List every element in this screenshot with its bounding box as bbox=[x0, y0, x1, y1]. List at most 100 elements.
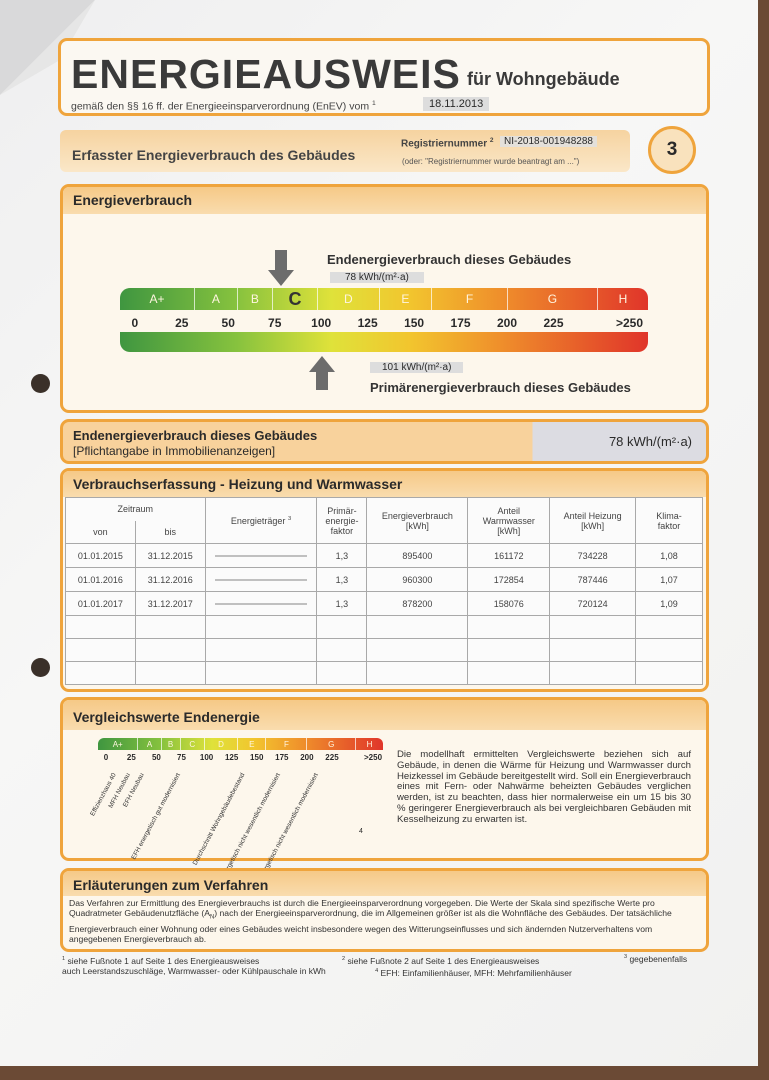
table-cell bbox=[549, 615, 636, 639]
comparison-title: Vergleichswerte Endenergie bbox=[63, 700, 706, 730]
table-cell bbox=[549, 638, 636, 662]
records-title: Verbrauchserfassung - Heizung und Warmwa… bbox=[63, 471, 706, 497]
table-cell: 878200 bbox=[366, 591, 469, 616]
table-cell bbox=[65, 615, 136, 639]
footnote-mark: 1 bbox=[371, 100, 376, 107]
table-cell: 01.01.2016 bbox=[65, 567, 136, 592]
table-row bbox=[65, 615, 703, 639]
date: 18.11.2013 bbox=[423, 97, 490, 111]
consumption-title: Energieverbrauch bbox=[63, 187, 706, 214]
primary-label: Primärenergieverbrauch dieses Gebäudes bbox=[370, 380, 631, 395]
scale-tick: 125 bbox=[224, 753, 239, 762]
energy-class: C bbox=[273, 288, 318, 310]
scale-tick: 200 bbox=[497, 316, 518, 330]
explanation-title: Erläuterungen zum Verfahren bbox=[63, 871, 706, 896]
footnote-mark: 4 bbox=[375, 967, 379, 974]
scale-tick: 150 bbox=[250, 753, 264, 762]
footnote-text: EFH: Einfamilienhäuser, MFH: Mehrfamilie… bbox=[380, 967, 572, 978]
energy-class: D bbox=[205, 738, 239, 750]
table-cell bbox=[366, 661, 469, 685]
scale-tick: >250 bbox=[616, 316, 644, 330]
table-row bbox=[65, 661, 703, 685]
header-cell: Primär-energie-faktor bbox=[316, 497, 368, 544]
final-label: Endenergieverbrauch dieses Gebäudes bbox=[327, 252, 572, 267]
scale-tick: 100 bbox=[311, 316, 332, 330]
footnote: 1 siehe Fußnote 1 auf Seite 1 des Energi… bbox=[62, 954, 326, 976]
mandatory-value: 78 kWh/(m²·a) bbox=[608, 434, 692, 449]
basis-text: gemäß den §§ 16 ff. der Energieeinsparve… bbox=[71, 100, 370, 113]
table-cell: 960300 bbox=[366, 567, 469, 592]
scale-tick: 175 bbox=[275, 753, 289, 762]
energy-class: F bbox=[266, 738, 308, 750]
registration-note: (oder: "Registriernummer wurde beantragt… bbox=[402, 157, 580, 166]
table-cell: 31.12.2015 bbox=[134, 543, 206, 568]
final-arrow bbox=[268, 250, 294, 286]
header-cell: Anteil Heizung [kWh] bbox=[549, 497, 636, 544]
table-cell bbox=[204, 543, 318, 568]
punch-hole bbox=[31, 374, 50, 393]
energy-class: B bbox=[162, 738, 181, 750]
illegible-text bbox=[215, 578, 308, 581]
scale-ticks: 0 25 50 75 100 125 150 175 200 225 >250 bbox=[98, 753, 383, 763]
header-box: ENERGIEAUSWEIS für Wohngebäude gemäß den… bbox=[58, 38, 710, 116]
header-cell: Anteil Warmwasser [kWh] bbox=[467, 497, 551, 544]
color-scale bbox=[120, 332, 648, 352]
table-cell bbox=[134, 638, 206, 662]
table-cell: 158076 bbox=[467, 591, 551, 616]
table-cell: 172854 bbox=[467, 567, 551, 592]
header-cell: Klima-faktor bbox=[635, 497, 703, 544]
table-cell bbox=[65, 661, 136, 685]
table-cell bbox=[316, 661, 368, 685]
scale-tick: 25 bbox=[175, 316, 189, 330]
table-row: 01.01.2016 31.12.2016 1,3 960300 172854 78744… bbox=[65, 567, 703, 592]
table-cell: 1,08 bbox=[635, 543, 703, 568]
table-cell bbox=[366, 638, 469, 662]
table-cell: 01.01.2017 bbox=[65, 591, 136, 616]
mandatory-note: [Pflichtangabe in Immobilienanzeigen] bbox=[73, 444, 276, 458]
table-cell: 787446 bbox=[549, 567, 636, 592]
table-cell bbox=[134, 661, 206, 685]
table-cell bbox=[316, 615, 368, 639]
footnote-mark: 3 bbox=[287, 515, 292, 522]
table-cell bbox=[204, 661, 318, 685]
mandatory-box: Endenergieverbrauch dieses Gebäudes [Pfl… bbox=[60, 419, 709, 464]
scale-tick: 0 bbox=[103, 753, 109, 762]
energy-class: G bbox=[508, 288, 598, 310]
subscript: N bbox=[209, 915, 215, 922]
energy-class: A bbox=[138, 738, 162, 750]
header-cell: Energieverbrauch [kWh] bbox=[366, 497, 469, 544]
comparison-box: Vergleichswerte Endenergie Die modellhaf… bbox=[60, 697, 709, 861]
table-cell: 31.12.2017 bbox=[134, 591, 206, 616]
registration-number: NI-2018-001948288 bbox=[500, 136, 597, 147]
table-cell: 1,3 bbox=[316, 543, 368, 568]
scale-tick: 75 bbox=[177, 753, 186, 762]
energy-class: A+ bbox=[120, 288, 195, 310]
table-cell: 1,3 bbox=[316, 567, 368, 592]
footnote: 2 siehe Fußnote 2 auf Seite 1 des Energi… bbox=[342, 954, 572, 978]
header-text: Energieträger bbox=[230, 515, 286, 526]
table-cell bbox=[467, 661, 551, 685]
scale-tick: 225 bbox=[543, 316, 564, 330]
table-cell: 1,09 bbox=[635, 591, 703, 616]
header-cell: bis bbox=[134, 520, 206, 544]
text: ) nach der Energieeinsparverordnung, die… bbox=[69, 908, 672, 944]
subtitle: für Wohngebäude bbox=[467, 69, 620, 89]
scale-tick: >250 bbox=[364, 753, 383, 762]
table-cell bbox=[204, 567, 318, 592]
energy-class: C bbox=[181, 738, 205, 750]
basis: gemäß den §§ 16 ff. der Energieeinsparve… bbox=[71, 100, 376, 113]
table-cell: 1,07 bbox=[635, 567, 703, 592]
scale-tick: 100 bbox=[199, 753, 214, 762]
footnote-mark: 2 bbox=[489, 137, 494, 144]
registration-label: Registriernummer 2 bbox=[401, 137, 494, 149]
table-cell bbox=[635, 638, 703, 662]
footnote-text: siehe Fußnote 1 auf Seite 1 des Energiea… bbox=[67, 955, 260, 966]
illegible-text bbox=[215, 554, 308, 557]
primary-arrow bbox=[309, 356, 335, 390]
scale-tick: 175 bbox=[450, 316, 471, 330]
footnote: 3 gegebenenfalls bbox=[624, 954, 687, 964]
header-cell: Energieträger 3 bbox=[204, 497, 318, 544]
table-cell bbox=[549, 661, 636, 685]
folded-corner bbox=[0, 0, 95, 95]
